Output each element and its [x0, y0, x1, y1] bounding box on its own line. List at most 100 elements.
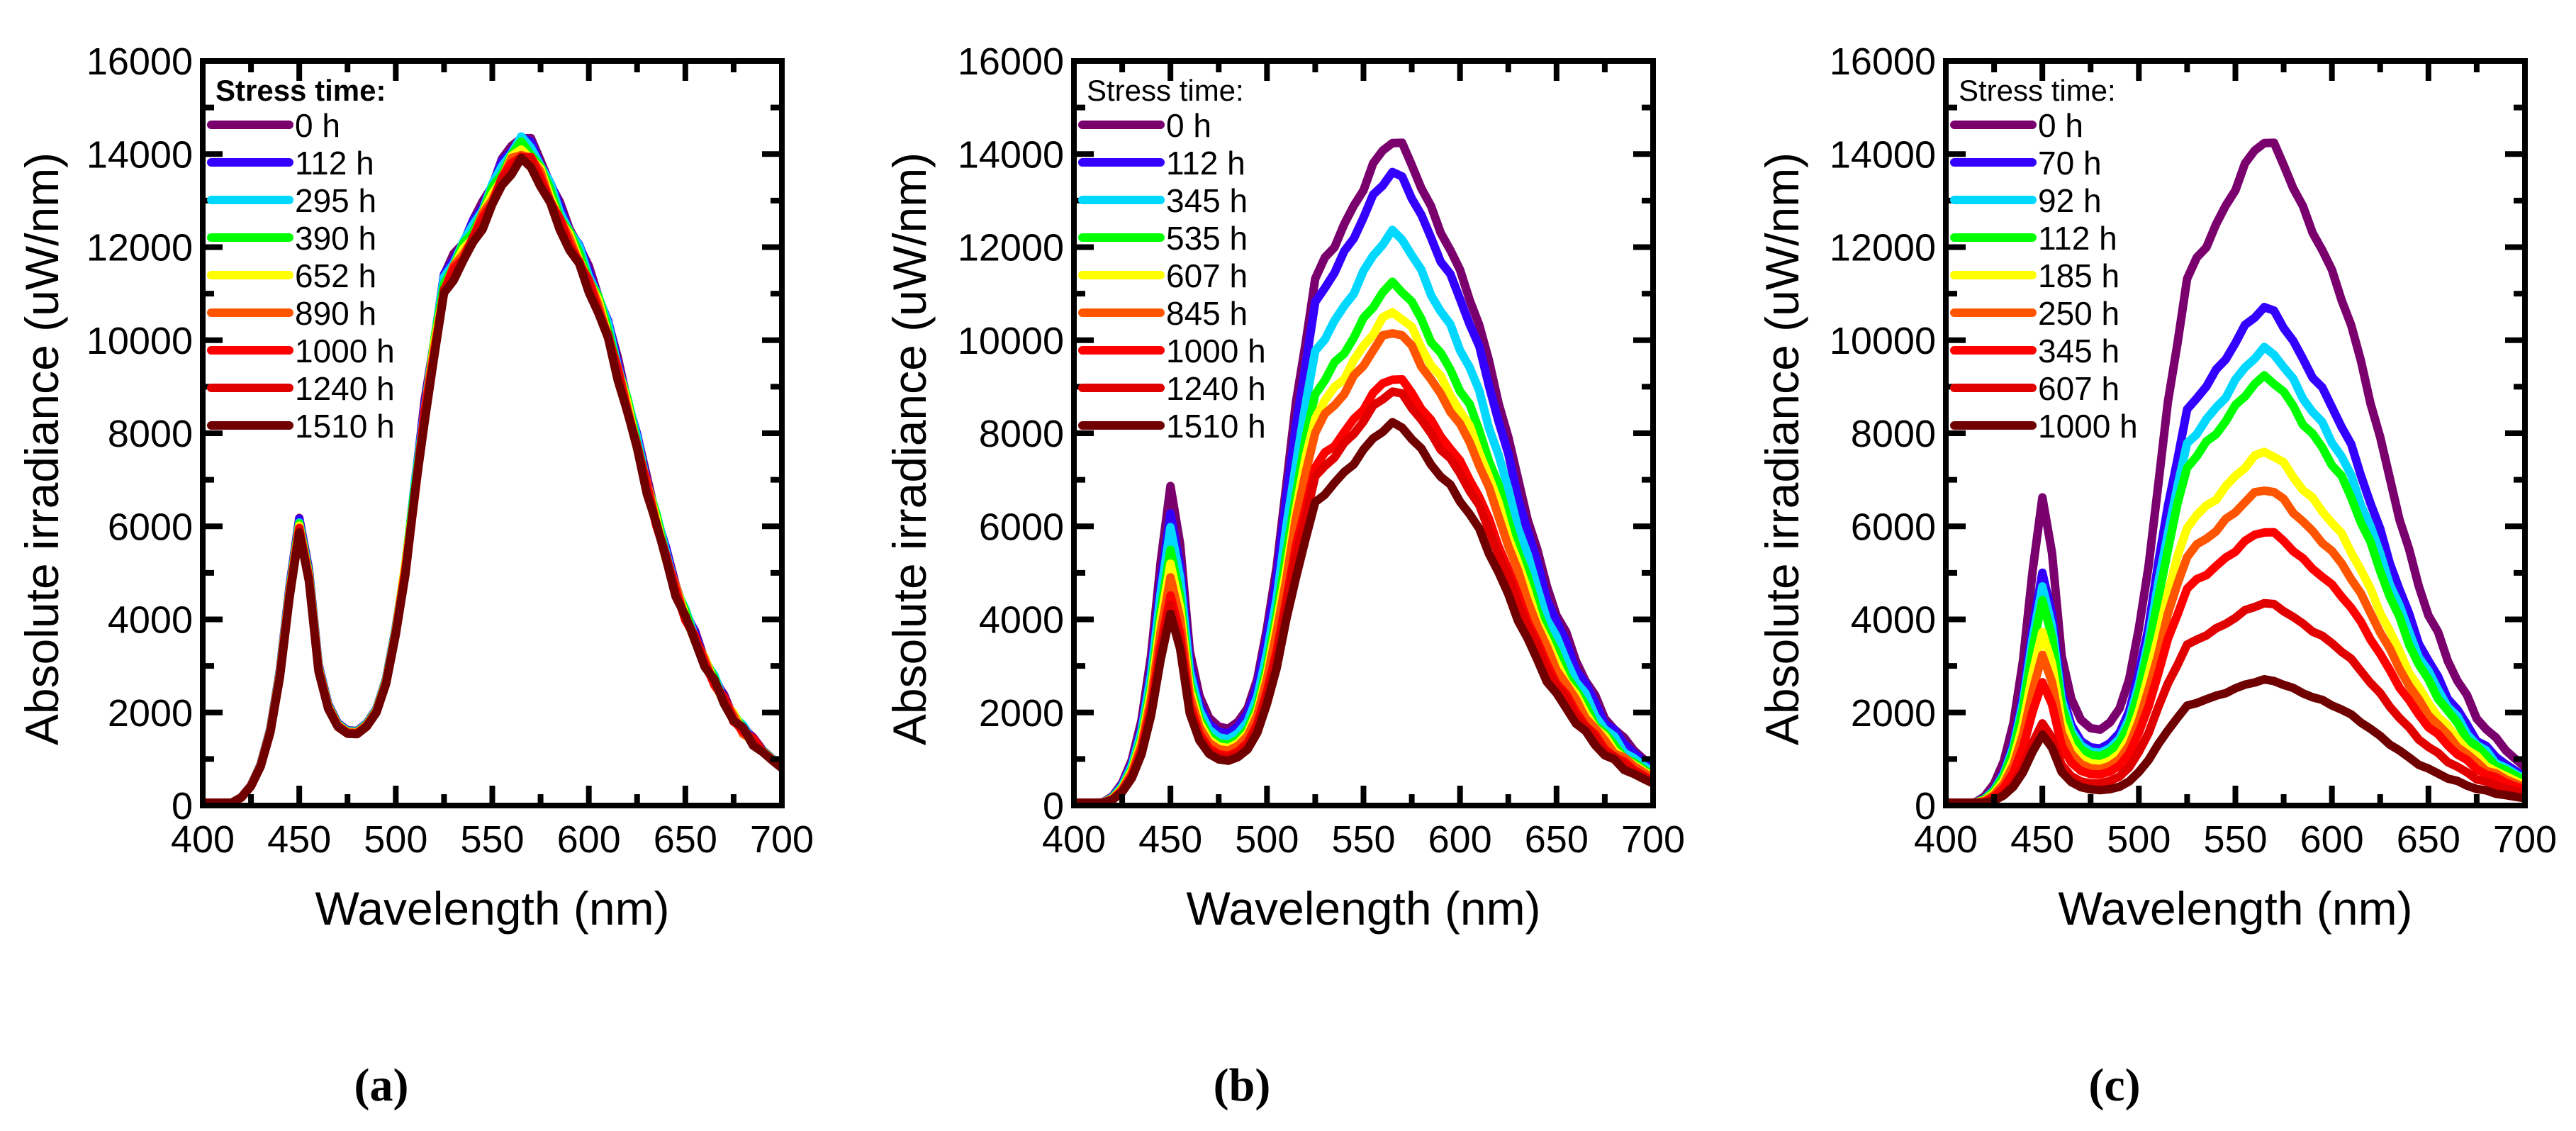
y-tick-label: 0: [172, 785, 193, 828]
x-tick-label: 600: [557, 818, 621, 861]
x-tick-label: 550: [1331, 818, 1395, 861]
y-tick-label: 4000: [979, 599, 1064, 642]
legend-item: 345 h: [1078, 182, 1248, 219]
legend-label: 390 h: [295, 220, 376, 257]
legend-item: 535 h: [1078, 220, 1248, 257]
y-tick-label: 0: [1915, 785, 1936, 828]
legend-item: 250 h: [1950, 295, 2119, 332]
x-tick-label: 400: [1042, 818, 1106, 861]
y-tick-label: 10000: [958, 320, 1064, 362]
legend-label: 92 h: [2038, 182, 2102, 219]
x-tick-label: 400: [171, 818, 235, 861]
x-tick-label: 600: [1428, 818, 1492, 861]
y-tick-label: 14000: [86, 133, 193, 176]
y-tick-label: 12000: [1830, 227, 1936, 269]
y-axis-title: Absolute irradiance (uW/nm): [1756, 152, 1808, 745]
series-line-345h: [1074, 225, 1653, 806]
legend-label: 607 h: [2038, 370, 2119, 407]
series-line-1000h: [1946, 675, 2525, 806]
legend-label: 185 h: [2038, 257, 2119, 294]
legend-item: 890 h: [207, 295, 376, 332]
legend-label: 0 h: [295, 107, 340, 144]
legend-label: 0 h: [1166, 107, 1211, 144]
y-tick-label: 16000: [958, 40, 1064, 83]
legend-label: 535 h: [1166, 220, 1248, 257]
legend-item: 92 h: [1950, 182, 2102, 219]
legend-item: 345 h: [1950, 333, 2119, 369]
panel-caption: (c): [2088, 1059, 2140, 1111]
y-tick-label: 0: [1043, 785, 1064, 828]
series-line-1510h: [203, 153, 782, 806]
legend-label: 607 h: [1166, 257, 1248, 294]
y-tick-label: 2000: [1851, 692, 1936, 735]
x-tick-label: 450: [1138, 818, 1202, 861]
y-tick-label: 12000: [958, 227, 1064, 269]
x-tick-label: 450: [2010, 818, 2074, 861]
x-axis-title: Wavelength (nm): [1186, 882, 1540, 935]
legend-label: 70 h: [2038, 145, 2102, 182]
y-tick-label: 4000: [1851, 599, 1936, 642]
legend-item: 1240 h: [207, 370, 395, 407]
legend-label: 1510 h: [1166, 408, 1266, 445]
legend-title: Stress time:: [215, 74, 386, 107]
series-line-92h: [1946, 342, 2525, 806]
legend-label: 345 h: [1166, 182, 1248, 219]
series-line-890h: [203, 150, 782, 806]
legend-label: 1510 h: [295, 408, 395, 445]
y-tick-label: 6000: [1851, 506, 1936, 548]
series-group: [1074, 138, 1653, 806]
legend-item: 1510 h: [1078, 408, 1266, 445]
legend-item: 0 h: [1078, 107, 1211, 144]
y-tick-label: 14000: [958, 133, 1064, 176]
legend-item: 607 h: [1078, 257, 1248, 294]
y-tick-label: 2000: [108, 692, 193, 735]
x-tick-label: 500: [2107, 818, 2171, 861]
chart-panel-c: 400 450 500 550 600 650 700 0 2000 4000 6000 8000 10…: [1756, 40, 2557, 1111]
legend-item: 1510 h: [207, 408, 395, 445]
legend-item: 1000 h: [1950, 408, 2138, 445]
legend-label: 845 h: [1166, 295, 1248, 332]
y-tick-label: 14000: [1830, 133, 1936, 176]
series-line-607h: [1946, 598, 2525, 806]
legend-item: 1000 h: [1078, 333, 1266, 369]
x-tick-label: 550: [2203, 818, 2267, 861]
y-tick-label: 8000: [979, 413, 1064, 455]
x-tick-label: 500: [364, 818, 427, 861]
y-tick-label: 8000: [108, 413, 193, 455]
legend-item: 0 h: [207, 107, 340, 144]
legend-label: 1000 h: [1166, 333, 1266, 369]
x-tick-label: 700: [2493, 818, 2557, 861]
y-axis-title: Absolute irradiance (uW/nm): [883, 152, 936, 745]
legend-item: 845 h: [1078, 295, 1248, 332]
legend-label: 112 h: [295, 145, 374, 182]
y-tick-label: 10000: [1830, 320, 1936, 362]
legend-label: 112 h: [2038, 220, 2117, 257]
x-tick-label: 400: [1914, 818, 1978, 861]
legend-label: 652 h: [295, 257, 376, 294]
legend-label: 1000 h: [2038, 408, 2138, 445]
series-line-112h: [1074, 167, 1653, 806]
panel-caption: (b): [1214, 1059, 1271, 1111]
series-line-112h: [1946, 371, 2525, 806]
legend-item: 112 h: [207, 145, 374, 182]
series-line-250h: [1946, 486, 2525, 806]
series-line-1240h: [203, 152, 782, 806]
x-tick-label: 600: [2300, 818, 2364, 861]
legend-label: 0 h: [2038, 107, 2083, 144]
series-line-1000h: [203, 152, 782, 806]
x-axis-title: Wavelength (nm): [315, 882, 669, 935]
y-tick-label: 4000: [108, 599, 193, 642]
y-tick-label: 16000: [1830, 40, 1936, 83]
legend-item: 1240 h: [1078, 370, 1266, 407]
x-tick-label: 450: [267, 818, 331, 861]
series-line-535h: [1074, 277, 1653, 806]
series-line-70h: [1946, 303, 2525, 806]
y-tick-label: 6000: [979, 506, 1064, 548]
x-tick-label: 650: [2397, 818, 2460, 861]
y-tick-label: 10000: [86, 320, 193, 362]
series-line-1240h: [1074, 387, 1653, 806]
legend-label: 112 h: [1166, 145, 1245, 182]
legend-item: 390 h: [207, 220, 376, 257]
plot-frame: [200, 58, 785, 808]
